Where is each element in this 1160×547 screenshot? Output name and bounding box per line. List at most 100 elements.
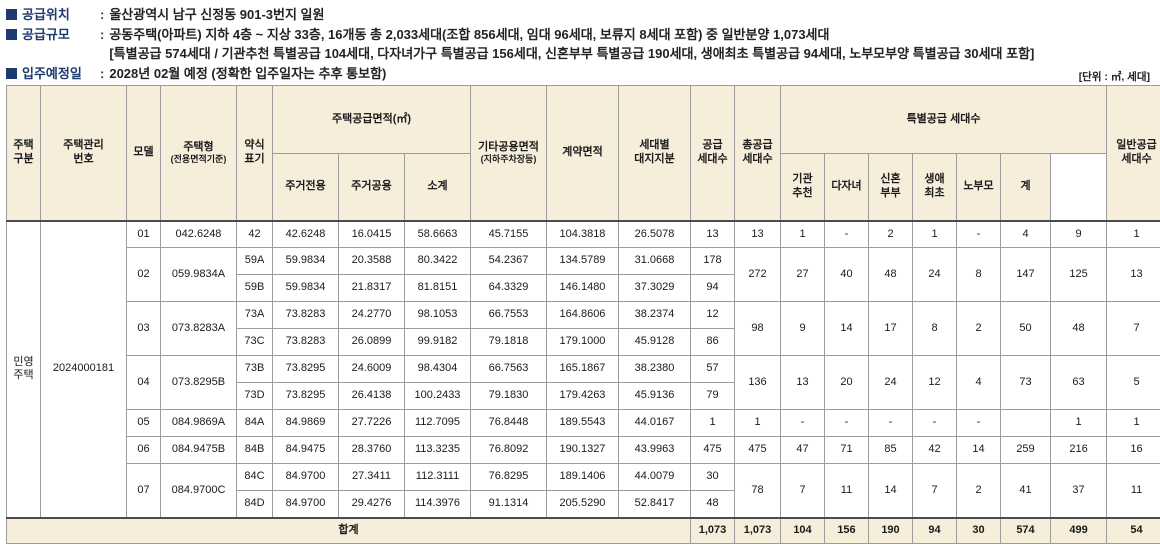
total-supply-cell: 13 <box>734 219 781 249</box>
contract-cell: 179.1000 <box>546 328 619 357</box>
etc-cell: 54.2367 <box>470 247 547 276</box>
subtotal-cell: 100.2433 <box>404 382 471 411</box>
total-inst: 104 <box>780 516 825 545</box>
exclusive-cell: 73.8295 <box>272 355 339 384</box>
code-cell: 84B <box>236 436 273 465</box>
table-row: 02 059.9834A 59A 59.9834 20.3588 80.3422… <box>7 247 1160 303</box>
total-total-supply: 1,073 <box>734 516 781 545</box>
contract-cell: 164.8606 <box>546 301 619 330</box>
special-sum-cell: 147 <box>1000 247 1051 303</box>
general-cell: 1 <box>1049 409 1108 438</box>
supply-cell: 48 <box>690 490 735 519</box>
move-in-date-line: 입주예정일 : 2028년 02월 예정 (정확한 입주일자는 추후 통보함) <box>6 64 1152 83</box>
multi-cell: - <box>824 409 869 438</box>
model-cell: 03 <box>126 301 161 357</box>
common-cell: 20.3588 <box>338 247 405 276</box>
common-cell: 26.0899 <box>338 328 405 357</box>
first-cell: - <box>912 409 957 438</box>
contract-cell: 179.4263 <box>546 382 619 411</box>
newly-cell: 14 <box>868 463 913 519</box>
col-multi-child: 다자녀 <box>824 152 869 222</box>
supply-cell: 30 <box>690 463 735 492</box>
exclusive-cell: 59.9834 <box>272 247 339 276</box>
exclusive-cell: 84.9869 <box>272 409 339 438</box>
general-cell: 9 <box>1049 219 1108 249</box>
supply-cell: 94 <box>690 274 735 303</box>
col-contract-area: 계약면적 <box>546 84 619 222</box>
special-sum-cell <box>1000 409 1051 438</box>
supply-scale-line1: 공동주택(아파트) 지하 4층 ~ 지상 33층, 16개동 총 2,033세대… <box>109 27 830 42</box>
land-cell: 45.9128 <box>618 328 691 357</box>
model-cell: 01 <box>126 219 161 249</box>
supply-cell: 13 <box>690 219 735 249</box>
etc-cell: 76.8448 <box>470 409 547 438</box>
total-label: 합계 <box>6 516 691 545</box>
land-cell: 37.3029 <box>618 274 691 303</box>
elder-cell: - <box>956 219 1001 249</box>
total-supply-cell: 98 <box>734 301 781 357</box>
inst-cell: 13 <box>780 355 825 411</box>
col-etc-main: 기타공용면적 <box>478 140 539 153</box>
model-cell: 04 <box>126 355 161 411</box>
subtotal-cell: 113.3235 <box>404 436 471 465</box>
general-cell: 125 <box>1049 247 1108 303</box>
inst-cell: 47 <box>780 436 825 465</box>
subtotal-cell: 58.6663 <box>404 219 471 249</box>
subtotal-cell: 112.7095 <box>404 409 471 438</box>
total-first: 94 <box>912 516 957 545</box>
ground-cell: 11 <box>1106 463 1160 519</box>
special-sum-cell: 50 <box>1000 301 1051 357</box>
land-cell: 44.0167 <box>618 409 691 438</box>
code-cell: 73D <box>236 382 273 411</box>
elder-cell: 14 <box>956 436 1001 465</box>
col-etc-common-area: 기타공용면적 (지하주차장등) <box>470 84 547 222</box>
exclusive-cell: 84.9700 <box>272 463 339 492</box>
etc-cell: 91.1314 <box>470 490 547 519</box>
common-cell: 16.0415 <box>338 219 405 249</box>
col-institution: 기관 추천 <box>780 152 825 222</box>
contract-cell: 146.1480 <box>546 274 619 303</box>
inst-cell: 27 <box>780 247 825 303</box>
table-row: 07 084.9700C 84C 84.9700 27.3411 112.311… <box>7 463 1160 519</box>
bullet-square-icon <box>6 29 17 40</box>
supply-cell: 79 <box>690 382 735 411</box>
total-general: 499 <box>1049 516 1108 545</box>
total-supply-cell: 136 <box>734 355 781 411</box>
elder-cell: 4 <box>956 355 1001 411</box>
supply-scale-line2: [특별공급 574세대 / 기관추천 특별공급 104세대, 다자녀가구 특별공… <box>109 46 1035 61</box>
land-cell: 38.2374 <box>618 301 691 330</box>
table-body: 민영 주택 2024000181 01 042.6248 42 42.6248 … <box>6 219 1160 545</box>
type-cell: 073.8283A <box>160 301 237 357</box>
exclusive-cell: 59.9834 <box>272 274 339 303</box>
col-land-share: 세대별 대지지분 <box>618 84 691 222</box>
type-cell: 073.8295B <box>160 355 237 411</box>
table-row: 민영 주택 2024000181 01 042.6248 42 42.6248 … <box>6 219 1160 519</box>
subtotal-cell: 112.3111 <box>404 463 471 492</box>
house-class-cell: 민영 주택 <box>6 219 41 519</box>
exclusive-cell: 73.8295 <box>272 382 339 411</box>
col-first-time: 생애 최초 <box>912 152 957 222</box>
multi-cell: 14 <box>824 301 869 357</box>
code-cell: 73A <box>236 301 273 330</box>
col-etc-sub: (지하주차장등) <box>480 154 537 164</box>
subtotal-cell: 81.8151 <box>404 274 471 303</box>
common-cell: 27.7226 <box>338 409 405 438</box>
inst-cell: 7 <box>780 463 825 519</box>
col-subtotal-area: 소계 <box>404 152 471 222</box>
mgmt-no-cell: 2024000181 <box>40 219 127 519</box>
table-row: 73D 73.8295 26.4138 100.2433 79.1830 179… <box>7 382 1160 411</box>
contract-cell: 189.5543 <box>546 409 619 438</box>
table-row: 03 073.8283A 73A 73.8283 24.2770 98.1053… <box>7 301 1160 357</box>
total-supply-count: 1,073 <box>690 516 735 545</box>
etc-cell: 79.1818 <box>470 328 547 357</box>
ground-cell: 5 <box>1106 355 1160 411</box>
supply-cell: 475 <box>690 436 735 465</box>
total-ground: 54 <box>1106 516 1160 545</box>
colon-separator: : <box>100 27 105 42</box>
bullet-square-icon <box>6 68 17 79</box>
supply-cell: 12 <box>690 301 735 330</box>
land-cell: 45.9136 <box>618 382 691 411</box>
total-elder: 30 <box>956 516 1001 545</box>
col-model: 모델 <box>126 84 161 222</box>
